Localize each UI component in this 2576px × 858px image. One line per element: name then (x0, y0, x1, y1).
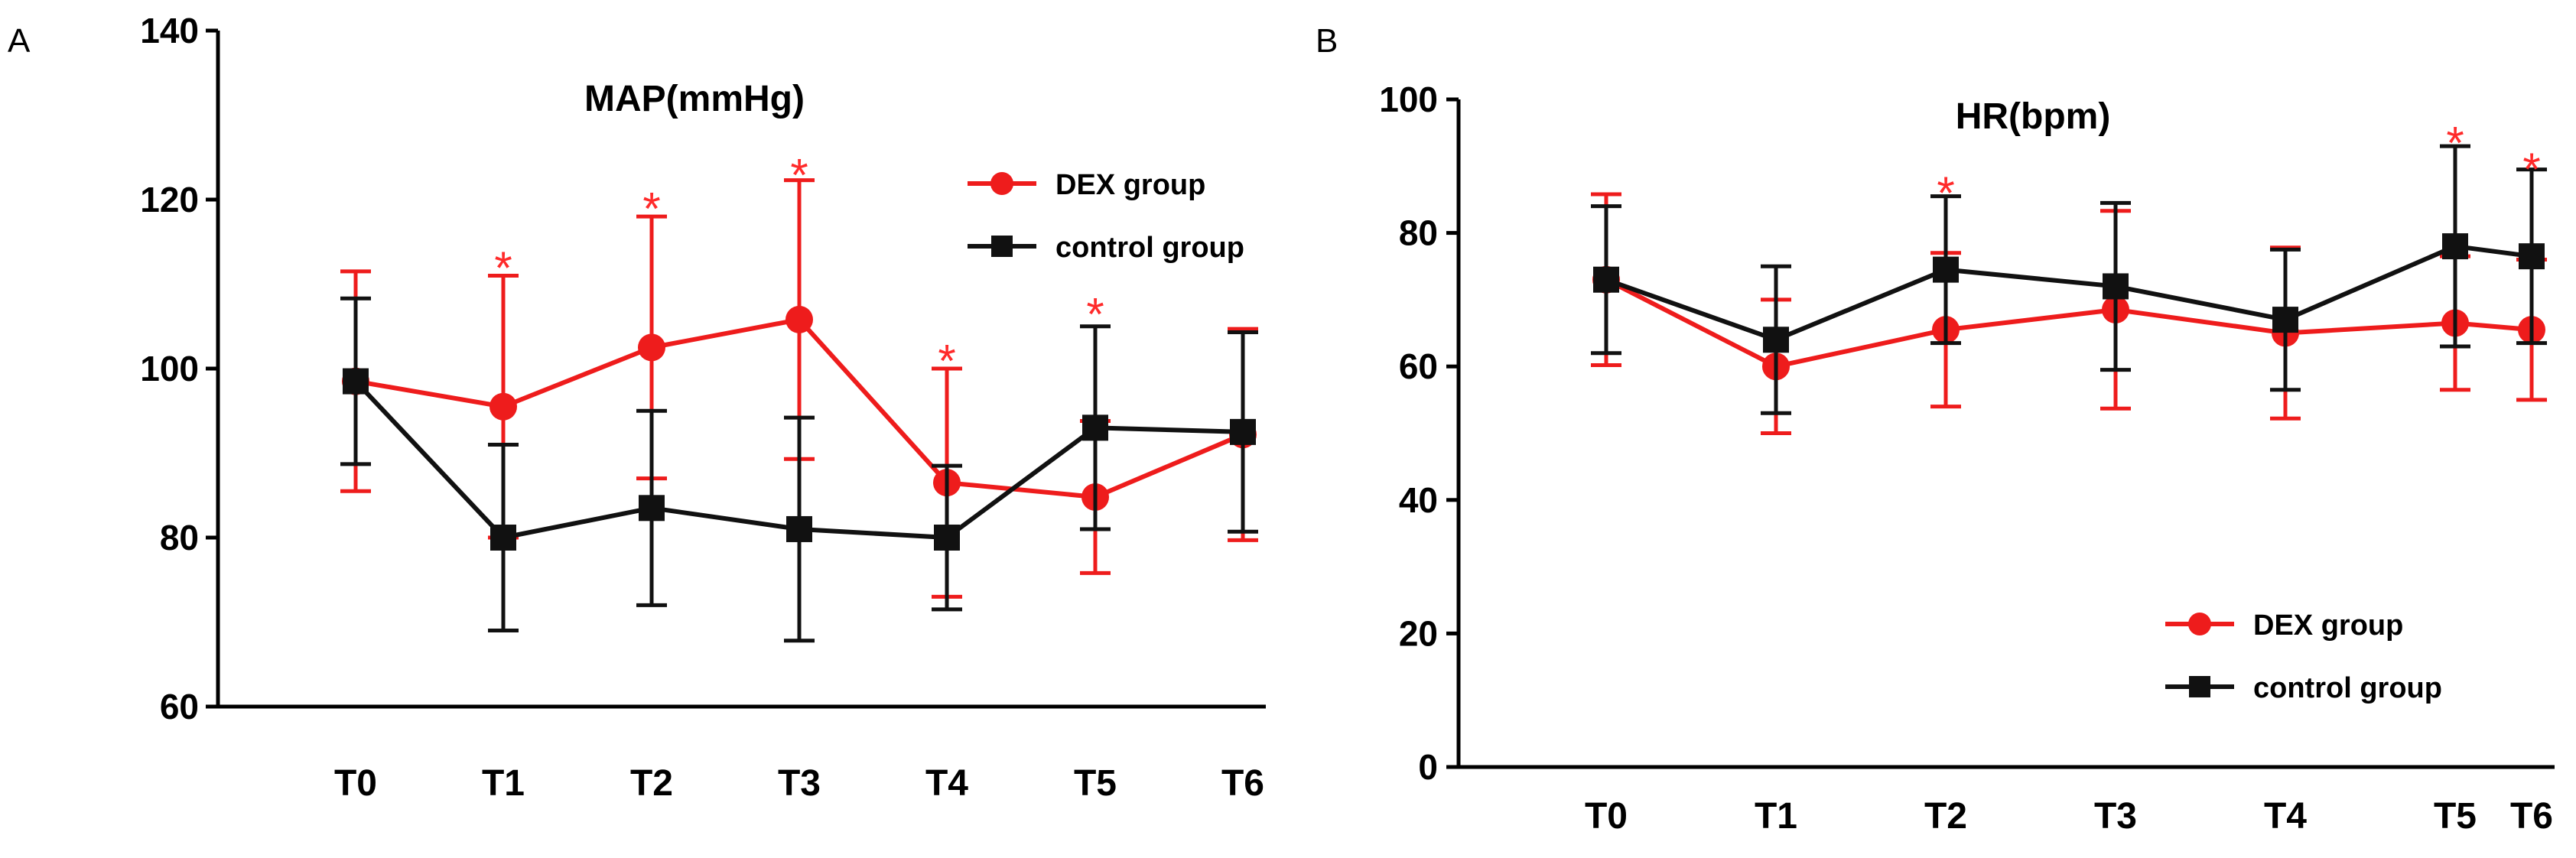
panel-a-x-tick-label: T5 (1074, 763, 1117, 804)
panel-b-y-tick-label: 100 (1379, 80, 1438, 119)
panel-a-x-tick-label: T3 (778, 763, 821, 804)
panel-a-dex-point (785, 305, 813, 333)
panel-b-control-point (2519, 243, 2545, 270)
panel-b-control-point (2442, 233, 2468, 260)
panel-b-x-tick-label: T5 (2434, 796, 2477, 837)
panel-a-legend-control-label: control group (1055, 232, 1244, 264)
panel-a-control-point (639, 495, 665, 522)
panel-b-control-point (2103, 273, 2129, 300)
panel-a-control-point (1082, 414, 1108, 441)
panel-b-x-tick-label: T3 (2094, 796, 2137, 837)
panel-a-control-point (934, 525, 960, 551)
panel-a-x-tick-label: T2 (630, 763, 673, 804)
panel-a-control-point (490, 525, 516, 551)
panel-a-significance-star: * (790, 149, 808, 200)
panel-b-y-tick-label: 20 (1399, 613, 1438, 653)
panel-b-control-point (2272, 307, 2298, 333)
panel-b-y-tick-label: 40 (1399, 480, 1438, 520)
panel-a-x-tick-label: T4 (925, 763, 968, 804)
panel-a-title: MAP(mmHg) (584, 79, 805, 119)
panel-a-dex-point (638, 333, 665, 362)
panel-b-legend-control-swatch-marker (2189, 676, 2210, 697)
panel-b-significance-star: * (2446, 117, 2464, 168)
panel-a-significance-star: * (642, 183, 660, 234)
panel-a-y-tick-label: 60 (160, 687, 199, 726)
panel-b-x-tick-label: T2 (1924, 796, 1967, 837)
panel-b-legend-control: control group (2165, 672, 2442, 704)
panel-b-title: HR(bpm) (1956, 96, 2111, 137)
panel-a-legend-dex-swatch-marker (990, 172, 1013, 195)
panel-b-legend-dex: DEX group (2165, 609, 2403, 642)
panel-b-legend-dex-swatch-marker (2188, 613, 2211, 635)
panel-b-y-tick-label: 60 (1399, 346, 1438, 386)
panel-b: B HR(bpm) 0 20 40 60 80 100 T0 T1 T2 T3 T4 T5 T6 * * * D… (1316, 22, 2555, 837)
panel-a-control-point (1230, 418, 1256, 445)
panel-b-control-point (1933, 256, 1959, 283)
panel-b-y-tick-label: 80 (1399, 213, 1438, 253)
panel-b-y-tick-label: 0 (1418, 747, 1438, 787)
panel-b-dex-line (1605, 278, 2532, 369)
panel-a-x-tick-label: T6 (1221, 763, 1264, 804)
panel-a-significance-star: * (938, 335, 955, 386)
panel-a-x-tick-label: T0 (334, 763, 377, 804)
panel-b-x-tick-label: T1 (1755, 796, 1797, 837)
panel-a-legend-control-swatch-marker (991, 236, 1013, 257)
panel-a-significance-star: * (1086, 289, 1104, 340)
panel-a-x-tick-label: T1 (482, 763, 525, 804)
panel-b-x-tick-label: T6 (2510, 796, 2553, 837)
panel-b-x-tick-label: T4 (2264, 796, 2307, 837)
panel-b-letter: B (1316, 22, 1338, 60)
panel-a-legend-control: control group (968, 232, 1244, 264)
panel-b-legend-control-label: control group (2253, 672, 2442, 704)
panel-b-significance-star: * (2522, 144, 2540, 195)
panel-a-y-tick-label: 140 (140, 11, 199, 50)
panel-a-dex-point (490, 392, 517, 421)
panel-b-significance-star: * (1937, 167, 1954, 219)
panel-a-legend-dex: DEX group (968, 169, 1205, 201)
panel-b-control-point (1763, 327, 1789, 353)
panel-a-legend-dex-label: DEX group (1055, 169, 1205, 201)
panel-a-control-point (786, 515, 812, 542)
panel-b-control-point (1593, 266, 1619, 293)
panel-a-significance-star: * (494, 242, 512, 294)
panel-a-y-tick-label: 80 (160, 518, 199, 557)
panel-a-y-tick-label: 100 (140, 349, 199, 388)
panel-a-y-tick-label: 120 (140, 180, 199, 219)
panel-a-letter: A (8, 22, 31, 60)
panel-b-x-tick-label: T0 (1585, 796, 1628, 837)
panel-b-legend-dex-label: DEX group (2253, 609, 2403, 642)
panel-a-control-point (343, 368, 369, 395)
panel-a: A MAP(mmHg) 60 80 100 120 140 T0 T1 T2 T3 T4 T5 T6 *… (8, 11, 1266, 804)
